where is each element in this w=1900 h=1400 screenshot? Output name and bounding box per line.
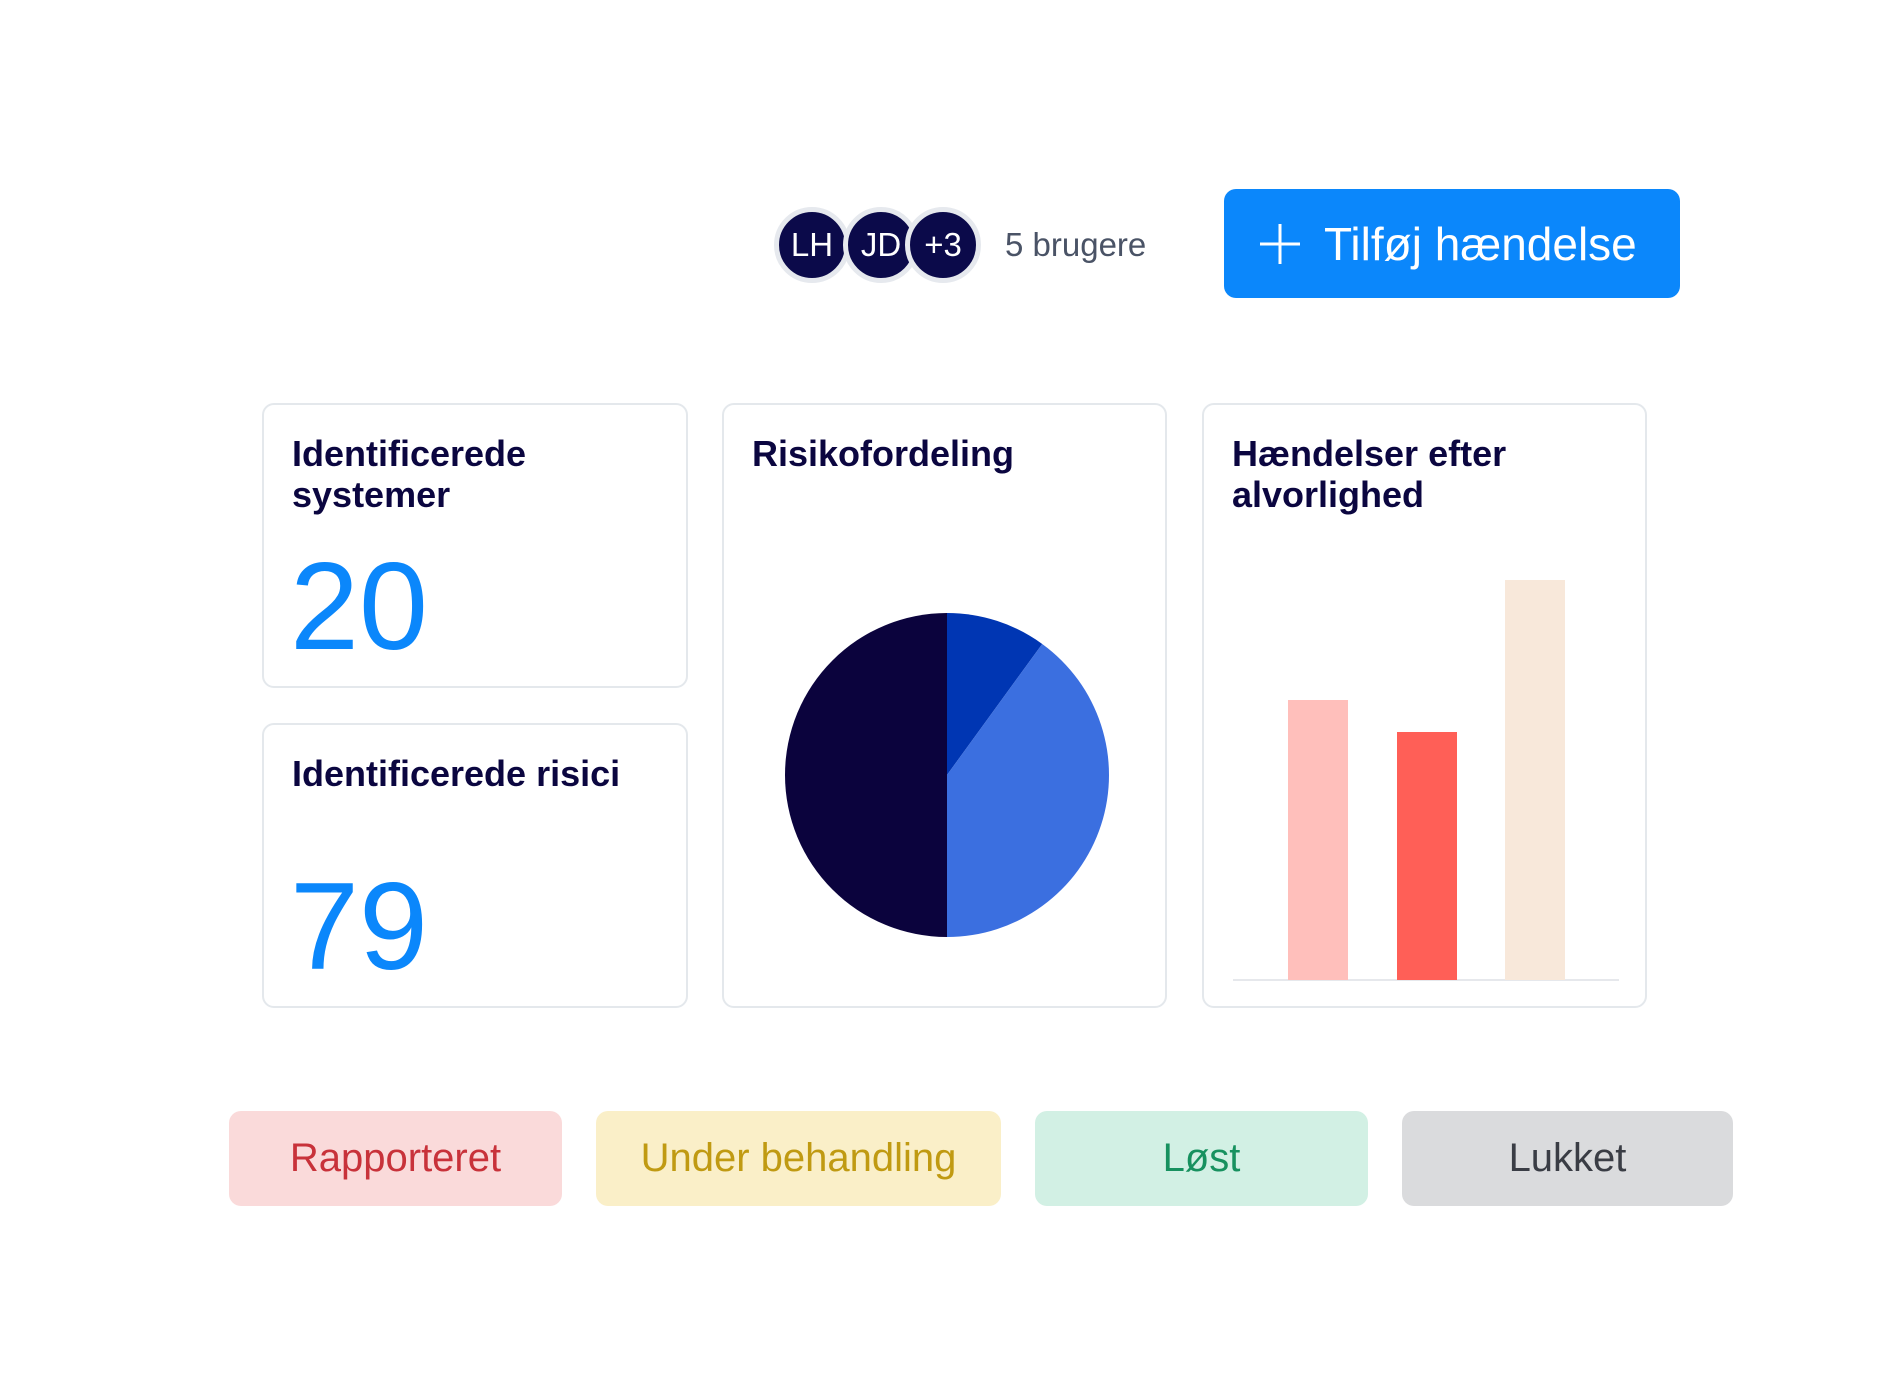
status-label: Rapporteret xyxy=(289,1136,502,1180)
avatar-initials: +3 xyxy=(924,226,962,263)
card-title: Identificerede risici xyxy=(292,753,621,794)
card-title: Identificerede systemer xyxy=(292,433,527,515)
card-identified-risks: Identificerede risici 79 xyxy=(262,723,688,1008)
bar xyxy=(1397,732,1457,980)
add-incident-label: Tilføj hændelse xyxy=(1324,217,1637,270)
card-incidents-severity: Hændelser efter alvorlighed xyxy=(1202,403,1647,1008)
bar xyxy=(1288,700,1348,980)
card-title: Hændelser efter alvorlighed xyxy=(1232,433,1507,515)
plus-icon xyxy=(1260,223,1300,264)
add-incident-button[interactable]: Tilføj hændelse xyxy=(1224,189,1680,298)
risk-pie-chart xyxy=(785,613,1109,937)
avatar-more[interactable]: +3 xyxy=(905,207,981,283)
bar xyxy=(1505,580,1565,980)
avatar-initials: JD xyxy=(860,226,902,263)
card-identified-systems: Identificerede systemer 20 xyxy=(262,403,688,688)
severity-bar-chart xyxy=(1233,580,1619,981)
avatar-initials: LH xyxy=(790,226,834,263)
avatar-lh[interactable]: LH xyxy=(774,207,850,283)
status-reported[interactable]: Rapporteret xyxy=(229,1111,562,1206)
pie-slice xyxy=(947,613,1043,775)
card-title: Risikofordeling xyxy=(752,433,1015,474)
status-label: Under behandling xyxy=(640,1136,957,1180)
status-closed[interactable]: Lukket xyxy=(1402,1111,1733,1206)
systems-count: 20 xyxy=(290,538,428,676)
pie-slice xyxy=(947,643,1109,937)
users-count: 5 brugere xyxy=(1005,226,1147,263)
card-risk-distribution: Risikofordeling xyxy=(722,403,1167,1008)
pie-slice xyxy=(785,613,947,937)
status-label: Lukket xyxy=(1508,1136,1627,1180)
status-label: Løst xyxy=(1162,1136,1241,1180)
status-resolved[interactable]: Løst xyxy=(1035,1111,1368,1206)
status-in-progress[interactable]: Under behandling xyxy=(596,1111,1001,1206)
risks-count: 79 xyxy=(290,858,428,996)
